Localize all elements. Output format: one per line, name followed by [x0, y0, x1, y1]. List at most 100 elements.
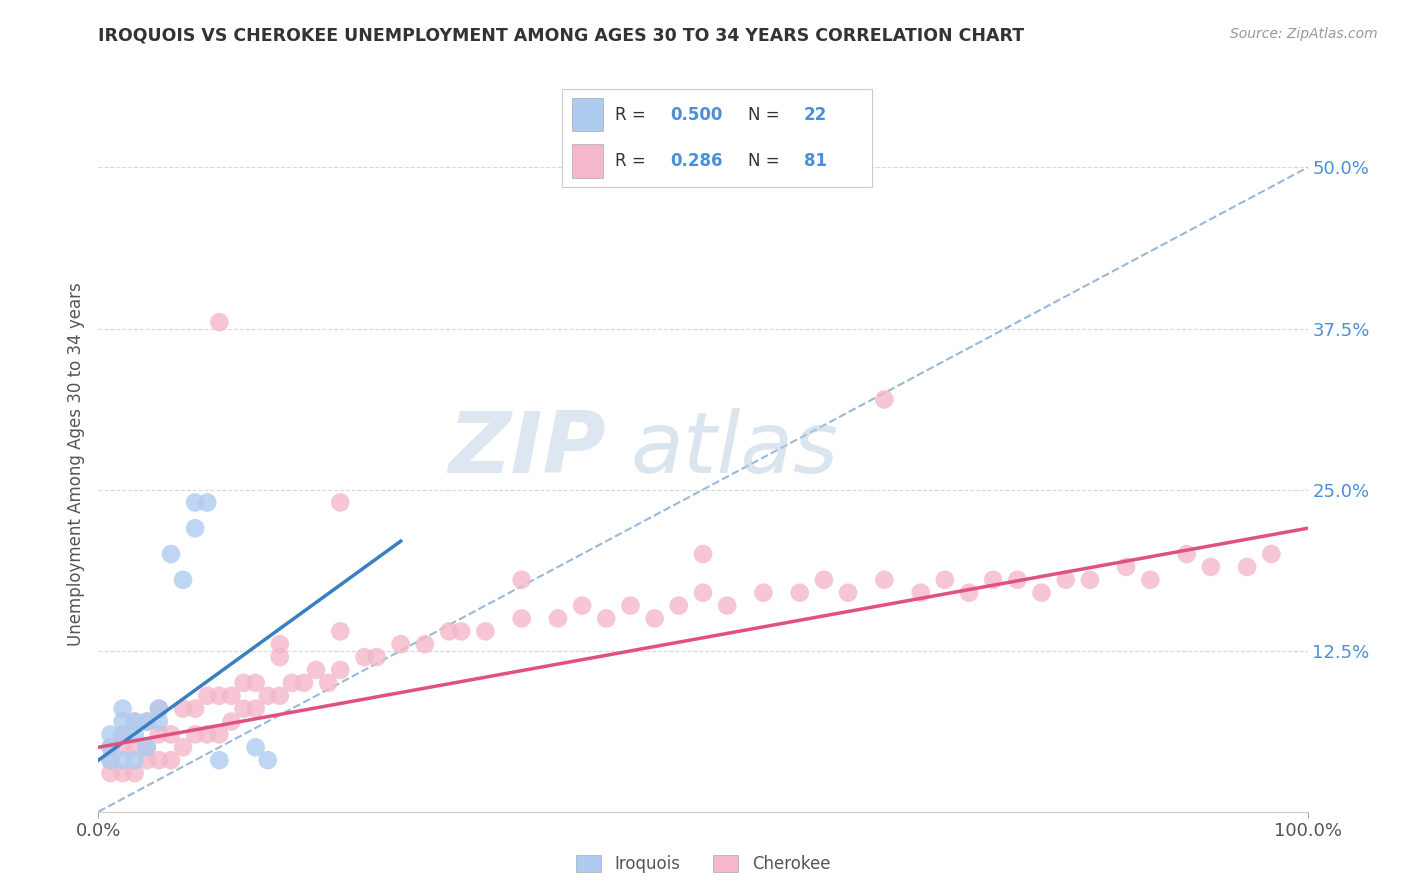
Point — [208, 753, 231, 767]
Point — [111, 701, 134, 715]
Point — [281, 676, 304, 690]
Point — [716, 599, 738, 613]
Point — [111, 727, 134, 741]
Point — [160, 547, 183, 561]
Text: 22: 22 — [804, 106, 827, 124]
Legend: Iroquois, Cherokee: Iroquois, Cherokee — [569, 848, 837, 880]
Point — [292, 676, 315, 690]
Point — [595, 611, 617, 625]
Point — [1199, 560, 1222, 574]
Text: IROQUOIS VS CHEROKEE UNEMPLOYMENT AMONG AGES 30 TO 34 YEARS CORRELATION CHART: IROQUOIS VS CHEROKEE UNEMPLOYMENT AMONG … — [98, 27, 1025, 45]
Point — [245, 740, 267, 755]
Point — [1115, 560, 1137, 574]
Point — [1078, 573, 1101, 587]
Point — [692, 547, 714, 561]
Point — [184, 495, 207, 509]
Point — [148, 714, 170, 729]
Point — [510, 573, 533, 587]
Point — [873, 392, 896, 407]
Point — [100, 753, 122, 767]
Text: 0.500: 0.500 — [671, 106, 723, 124]
Point — [135, 714, 157, 729]
Text: 81: 81 — [804, 152, 827, 169]
Point — [135, 753, 157, 767]
Point — [813, 573, 835, 587]
Point — [644, 611, 666, 625]
Point — [172, 701, 194, 715]
Text: R =: R = — [614, 106, 651, 124]
Point — [256, 689, 278, 703]
Point — [124, 714, 146, 729]
Point — [981, 573, 1004, 587]
Point — [353, 650, 375, 665]
Point — [208, 315, 231, 329]
Bar — [572, 145, 603, 178]
Point — [111, 766, 134, 780]
Point — [232, 701, 254, 715]
Point — [269, 689, 291, 703]
Point — [245, 676, 267, 690]
Point — [148, 701, 170, 715]
Point — [135, 714, 157, 729]
Point — [195, 495, 218, 509]
Point — [789, 585, 811, 599]
Point — [100, 766, 122, 780]
Point — [184, 727, 207, 741]
Point — [316, 676, 339, 690]
Point — [269, 637, 291, 651]
Point — [148, 727, 170, 741]
Point — [184, 521, 207, 535]
Point — [366, 650, 388, 665]
Point — [195, 727, 218, 741]
Point — [910, 585, 932, 599]
Text: Source: ZipAtlas.com: Source: ZipAtlas.com — [1230, 27, 1378, 41]
Y-axis label: Unemployment Among Ages 30 to 34 years: Unemployment Among Ages 30 to 34 years — [66, 282, 84, 646]
Point — [172, 740, 194, 755]
Point — [413, 637, 436, 651]
Point — [172, 573, 194, 587]
Point — [100, 740, 122, 755]
Point — [1139, 573, 1161, 587]
Text: atlas: atlas — [630, 409, 838, 491]
Point — [256, 753, 278, 767]
Bar — [572, 98, 603, 131]
Point — [934, 573, 956, 587]
Point — [111, 753, 134, 767]
Point — [208, 727, 231, 741]
Point — [837, 585, 859, 599]
Point — [571, 599, 593, 613]
Point — [111, 727, 134, 741]
Point — [474, 624, 496, 639]
Point — [124, 727, 146, 741]
Point — [100, 740, 122, 755]
Point — [195, 689, 218, 703]
Point — [208, 689, 231, 703]
Point — [111, 714, 134, 729]
Point — [1054, 573, 1077, 587]
Point — [221, 714, 243, 729]
Point — [329, 663, 352, 677]
Point — [100, 727, 122, 741]
Text: R =: R = — [614, 152, 651, 169]
Point — [160, 753, 183, 767]
Point — [124, 753, 146, 767]
Point — [873, 573, 896, 587]
Text: N =: N = — [748, 106, 785, 124]
Point — [160, 727, 183, 741]
Point — [124, 714, 146, 729]
Point — [437, 624, 460, 639]
Point — [329, 624, 352, 639]
Point — [245, 701, 267, 715]
Text: ZIP: ZIP — [449, 409, 606, 491]
Point — [148, 753, 170, 767]
Point — [668, 599, 690, 613]
Point — [232, 676, 254, 690]
Point — [184, 701, 207, 715]
Point — [510, 611, 533, 625]
Point — [221, 689, 243, 703]
Point — [752, 585, 775, 599]
Point — [619, 599, 641, 613]
Point — [450, 624, 472, 639]
Point — [135, 740, 157, 755]
Point — [329, 495, 352, 509]
